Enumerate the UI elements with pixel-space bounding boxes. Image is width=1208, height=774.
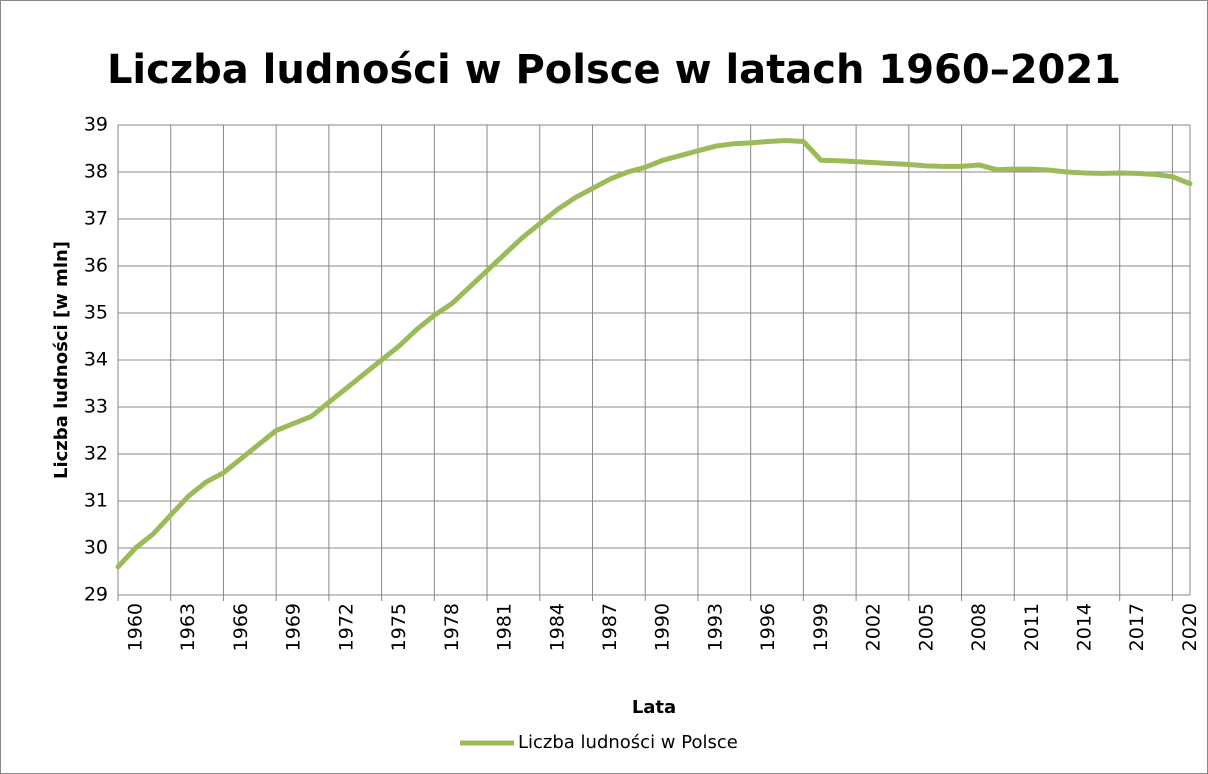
x-tick-label: 2005 xyxy=(915,603,937,651)
x-tick-label: 1969 xyxy=(283,603,305,651)
legend-label: Liczba ludności w Polsce xyxy=(518,732,738,753)
y-tick-label: 32 xyxy=(84,443,108,465)
y-tick-label: 30 xyxy=(84,537,108,559)
x-tick-label: 2014 xyxy=(1073,603,1095,651)
x-tick-label: 1984 xyxy=(546,603,568,651)
x-axis-label: Lata xyxy=(632,697,676,718)
x-tick-label: 1993 xyxy=(704,603,726,651)
x-tick-label: 1999 xyxy=(810,603,832,651)
x-tick-label: 2002 xyxy=(863,603,885,651)
y-tick-label: 34 xyxy=(84,349,108,371)
data-line xyxy=(115,138,1193,570)
x-tick-label: 2017 xyxy=(1126,603,1148,651)
x-tick-label: 2011 xyxy=(1021,603,1043,651)
y-tick-label: 29 xyxy=(84,584,108,606)
y-axis-label: Liczba ludności [w mln] xyxy=(51,241,72,479)
x-tick-label: 1966 xyxy=(230,603,252,651)
x-tick-label: 1972 xyxy=(335,603,357,651)
x-tick-label: 1960 xyxy=(125,603,147,651)
y-tick-label: 31 xyxy=(84,490,108,512)
y-tick-label: 36 xyxy=(84,255,108,277)
x-tick-label: 1978 xyxy=(441,603,463,651)
y-tick-label: 37 xyxy=(84,208,108,230)
x-tick-label: 1987 xyxy=(599,603,621,651)
x-tick-label: 1990 xyxy=(652,603,674,651)
x-tick-label: 1996 xyxy=(757,603,779,651)
y-tick-label: 38 xyxy=(84,161,108,183)
x-tick-label: 1981 xyxy=(494,603,516,651)
x-tick-label: 2020 xyxy=(1179,603,1201,651)
x-tick-label: 1963 xyxy=(177,603,199,651)
x-tick-label: 2008 xyxy=(968,603,990,651)
y-tick-label: 33 xyxy=(84,396,108,418)
chart-title: Liczba ludności w Polsce w latach 1960–2… xyxy=(107,47,1121,93)
y-tick-label: 39 xyxy=(84,114,108,136)
y-tick-label: 35 xyxy=(84,302,108,324)
x-tick-label: 1975 xyxy=(388,603,410,651)
